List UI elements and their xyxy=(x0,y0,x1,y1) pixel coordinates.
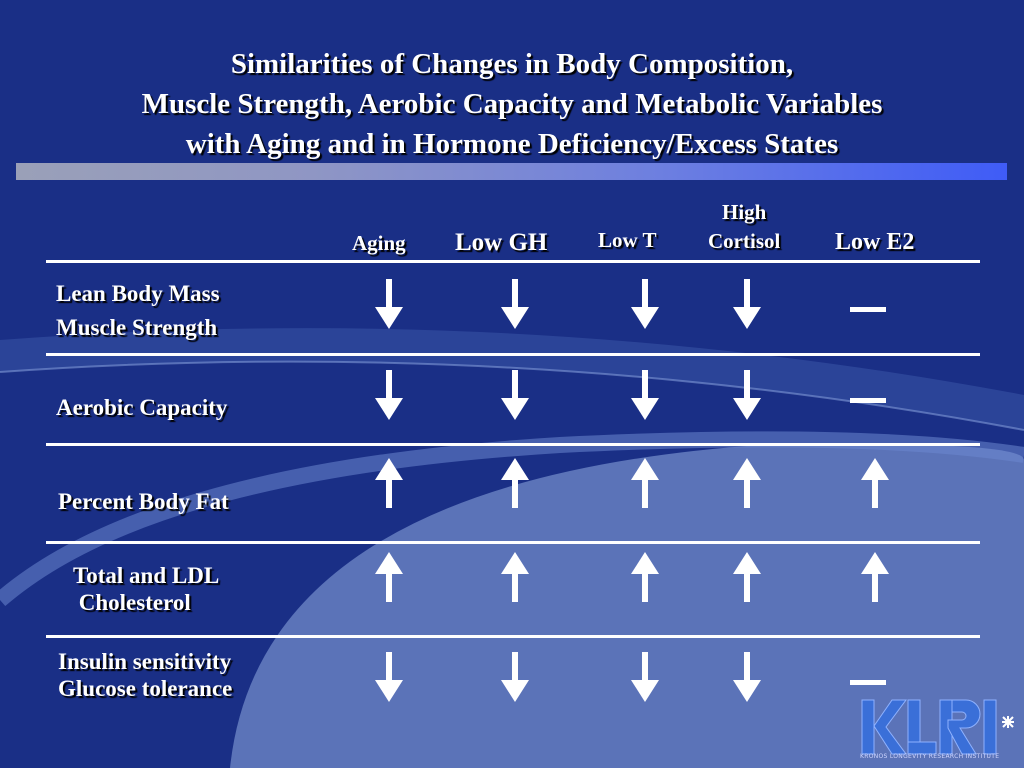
up-arrow-icon xyxy=(850,550,900,610)
klri-logo-icon xyxy=(861,699,1014,755)
down-arrow-icon xyxy=(620,277,670,337)
up-arrow-icon xyxy=(722,456,772,516)
column-header-low-gh: Low GH xyxy=(455,229,548,256)
title-line-3: with Aging and in Hormone Deficiency/Exc… xyxy=(185,128,839,160)
down-arrow-icon xyxy=(722,650,772,710)
column-header-low-e2: Low E2 xyxy=(835,229,915,255)
title-line-2: Muscle Strength, Aerobic Capacity and Me… xyxy=(141,88,883,120)
table-rule xyxy=(46,635,980,638)
down-arrow-icon xyxy=(490,650,540,710)
down-arrow-icon xyxy=(364,368,414,428)
table-rule xyxy=(46,353,980,356)
column-header-low-t: Low T xyxy=(598,228,657,252)
down-arrow-icon xyxy=(620,650,670,710)
down-arrow-icon xyxy=(722,277,772,337)
up-arrow-icon xyxy=(490,550,540,610)
up-arrow-icon xyxy=(620,550,670,610)
up-arrow-icon xyxy=(850,456,900,516)
table-rule xyxy=(46,260,980,263)
no-change-dash-icon xyxy=(850,368,900,428)
down-arrow-icon xyxy=(364,650,414,710)
down-arrow-icon xyxy=(490,277,540,337)
no-change-dash-icon xyxy=(850,650,900,710)
column-header-high-cortisol: High Cortisol xyxy=(708,200,781,253)
down-arrow-icon xyxy=(490,368,540,428)
up-arrow-icon xyxy=(364,456,414,516)
logo-subtitle: KRONOS LONGEVITY RESEARCH INSTITUTE xyxy=(860,753,1000,760)
down-arrow-icon xyxy=(620,368,670,428)
down-arrow-icon xyxy=(364,277,414,337)
slide-title: Similarities of Changes in Body Composit… xyxy=(0,44,1024,164)
table-rule xyxy=(46,541,980,544)
up-arrow-icon xyxy=(490,456,540,516)
row-label-cholesterol: Total and LDL Cholesterol xyxy=(73,563,220,615)
no-change-dash-icon xyxy=(850,277,900,337)
column-header-aging: Aging xyxy=(352,231,406,255)
up-arrow-icon xyxy=(620,456,670,516)
title-underline-bar xyxy=(16,163,1007,180)
up-arrow-icon xyxy=(722,550,772,610)
row-label-percent-body-fat: Percent Body Fat xyxy=(58,489,229,514)
down-arrow-icon xyxy=(722,368,772,428)
row-label-aerobic-capacity: Aerobic Capacity xyxy=(56,395,228,420)
table-rule xyxy=(46,443,980,446)
up-arrow-icon xyxy=(364,550,414,610)
title-line-1: Similarities of Changes in Body Composit… xyxy=(230,48,794,80)
row-label-insulin-glucose: Insulin sensitivity Glucose tolerance xyxy=(58,649,233,701)
row-label-lean-body-mass: Lean Body Mass Muscle Strength xyxy=(56,281,220,340)
